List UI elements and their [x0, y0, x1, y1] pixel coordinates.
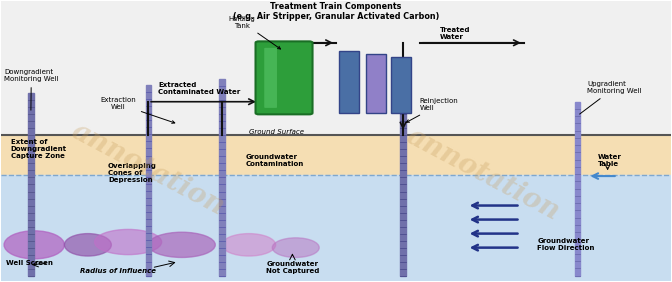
FancyBboxPatch shape — [264, 48, 277, 108]
Text: Upgradient
Monitoring Well: Upgradient Monitoring Well — [580, 81, 642, 114]
Bar — [28, 93, 34, 276]
Text: Groundwater
Not Captured: Groundwater Not Captured — [265, 261, 319, 274]
Ellipse shape — [65, 233, 112, 256]
Text: Ground Surface: Ground Surface — [249, 129, 304, 135]
Text: Groundwater
Contamination: Groundwater Contamination — [245, 154, 304, 167]
Text: Downgradient
Monitoring Well: Downgradient Monitoring Well — [4, 69, 58, 110]
Text: annotation: annotation — [67, 117, 229, 221]
Bar — [1, 135, 671, 175]
Text: Well Screen: Well Screen — [6, 260, 53, 266]
Ellipse shape — [222, 233, 276, 256]
Bar — [391, 57, 411, 113]
Bar — [146, 85, 151, 276]
Text: Extracted
Contaminated Water: Extracted Contaminated Water — [159, 82, 241, 95]
Ellipse shape — [272, 238, 319, 257]
Text: Extent of
Downgradient
Capture Zone: Extent of Downgradient Capture Zone — [11, 139, 67, 159]
Text: Holding
Tank: Holding Tank — [228, 16, 280, 49]
Ellipse shape — [149, 232, 215, 257]
Text: Extraction
Well: Extraction Well — [100, 97, 175, 123]
Text: Overlapping
Cones of
Depression: Overlapping Cones of Depression — [108, 163, 157, 183]
Ellipse shape — [4, 231, 65, 259]
Text: Reinjection
Well: Reinjection Well — [407, 98, 458, 122]
Bar — [339, 51, 360, 113]
Text: Radius of Influence: Radius of Influence — [80, 268, 156, 274]
Text: Treated
Water: Treated Water — [440, 27, 470, 40]
Text: annotation: annotation — [403, 123, 564, 226]
Text: Groundwater
Flow Direction: Groundwater Flow Direction — [537, 238, 595, 251]
Bar — [1, 1, 671, 135]
Text: Treatment Train Components
(e.g. Air Stripper, Granular Activated Carbon): Treatment Train Components (e.g. Air Str… — [233, 2, 439, 21]
Bar — [219, 79, 224, 276]
Bar — [401, 107, 406, 276]
Text: Water
Table: Water Table — [597, 154, 622, 167]
Bar — [1, 175, 671, 281]
Bar — [366, 54, 386, 113]
FancyBboxPatch shape — [255, 41, 312, 114]
Bar — [575, 102, 580, 276]
Ellipse shape — [95, 229, 162, 255]
